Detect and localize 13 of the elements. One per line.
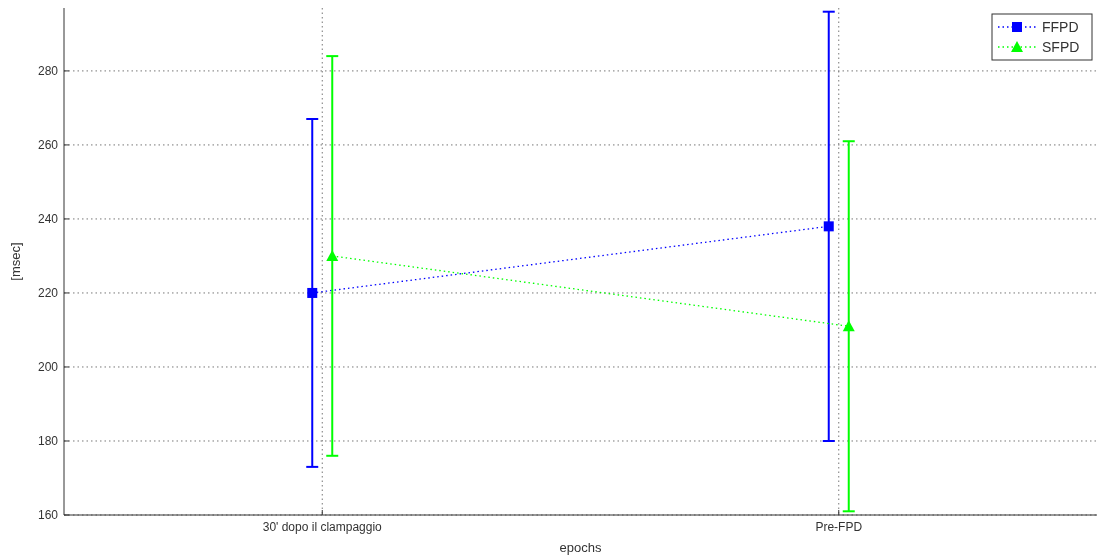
legend-label: SFPD	[1042, 38, 1080, 55]
y-tick-label: 220	[37, 286, 59, 301]
y-tick-label: 200	[37, 360, 59, 375]
y-tick-label: 280	[37, 64, 59, 79]
x-tick-label: Pre-FPD	[815, 520, 863, 534]
y-tick-label: 160	[37, 508, 59, 523]
x-axis-title: epochs	[559, 540, 602, 555]
y-tick-label: 260	[37, 138, 59, 153]
y-tick-label: 180	[37, 434, 59, 449]
y-axis-title: [msec]	[8, 242, 23, 281]
legend-label: FFPD	[1042, 18, 1079, 35]
y-tick-label: 240	[37, 212, 59, 227]
x-tick-label: 30' dopo il clampaggio	[262, 520, 383, 534]
